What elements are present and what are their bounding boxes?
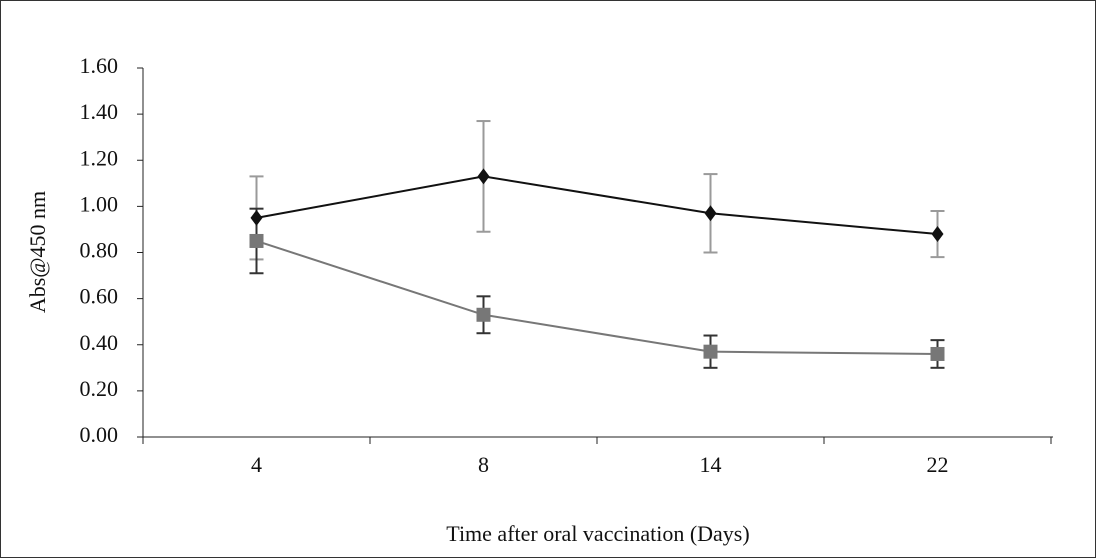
y-axis-label: Abs@450 nm [25,191,50,313]
marker [476,307,491,322]
series-line [256,175,938,236]
y-tick-label: 0.80 [80,238,119,263]
marker [704,205,717,222]
y-tick-label: 0.40 [80,330,119,355]
y-tick-label: 0.00 [80,422,119,447]
y-tick-label: 1.20 [80,145,119,170]
y-tick-label: 1.40 [80,99,119,124]
marker [249,233,264,248]
y-tick-label: 1.00 [80,191,119,216]
marker [930,346,945,361]
x-tick-label: 8 [478,452,489,477]
x-tick-label: 14 [700,452,722,477]
marker [250,209,263,226]
y-tick-label: 1.60 [80,53,119,78]
series-line [256,240,938,355]
marker [703,344,718,359]
marker [931,226,944,243]
x-axis-label: Time after oral vaccination (Days) [446,521,749,546]
x-tick-label: 4 [251,452,262,477]
y-tick-label: 0.20 [80,376,119,401]
x-tick-label: 22 [927,452,949,477]
marker [477,168,490,185]
y-tick-label: 0.60 [80,284,119,309]
